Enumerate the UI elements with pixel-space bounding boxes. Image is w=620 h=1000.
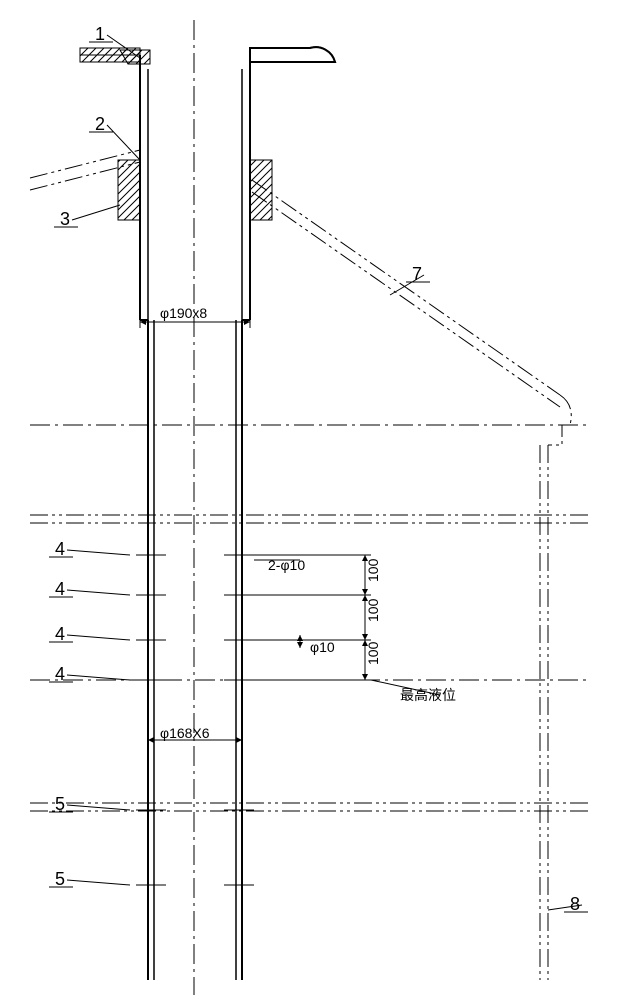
svg-text:5: 5 bbox=[55, 869, 65, 889]
svg-text:φ10: φ10 bbox=[310, 639, 335, 655]
svg-text:100: 100 bbox=[365, 641, 381, 665]
svg-text:最高液位: 最高液位 bbox=[400, 687, 456, 703]
svg-text:100: 100 bbox=[365, 598, 381, 622]
svg-text:4: 4 bbox=[55, 664, 65, 684]
svg-text:2: 2 bbox=[95, 114, 105, 134]
svg-text:φ190x8: φ190x8 bbox=[160, 305, 207, 321]
svg-text:2-φ10: 2-φ10 bbox=[268, 557, 305, 573]
svg-text:φ168X6: φ168X6 bbox=[160, 725, 210, 741]
svg-text:5: 5 bbox=[55, 794, 65, 814]
svg-text:1: 1 bbox=[95, 24, 105, 44]
svg-text:4: 4 bbox=[55, 539, 65, 559]
svg-text:8: 8 bbox=[570, 894, 580, 914]
svg-text:4: 4 bbox=[55, 624, 65, 644]
svg-text:7: 7 bbox=[412, 264, 422, 284]
svg-text:100: 100 bbox=[365, 558, 381, 582]
svg-text:3: 3 bbox=[60, 209, 70, 229]
svg-text:4: 4 bbox=[55, 579, 65, 599]
